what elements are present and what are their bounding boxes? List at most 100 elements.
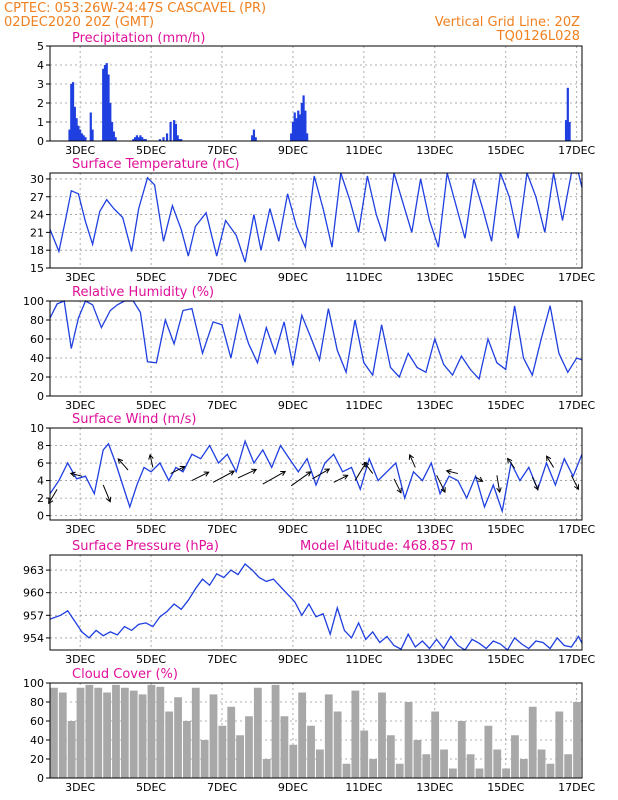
precip-bar — [176, 135, 179, 141]
cloud-bar — [129, 690, 138, 778]
wind-xtick-label: 9DEC — [278, 523, 308, 536]
cloud-bar — [573, 702, 581, 778]
wind-vector-head — [574, 484, 579, 491]
precip-bar — [180, 139, 183, 141]
wind-vector-head — [440, 487, 446, 494]
wind-vector-head — [496, 487, 502, 494]
wind-xtick-label: 13DEC — [416, 523, 453, 536]
rh-xtick-label: 3DEC — [65, 399, 95, 412]
cloud-title: Cloud Cover (%) — [72, 667, 178, 682]
cloud-bar — [191, 687, 200, 778]
wind-vector — [496, 475, 501, 493]
cloud-bar — [502, 768, 511, 778]
cloud-bar — [165, 711, 174, 778]
precip-bar — [290, 133, 293, 141]
cloud-ytick-label: 100 — [23, 677, 44, 690]
cloud-bar — [85, 684, 94, 778]
rh-title: Relative Humidity (%) — [72, 285, 214, 300]
wind-vector-head — [396, 487, 402, 494]
cloud-bar — [262, 759, 271, 778]
precip-bar — [306, 133, 309, 141]
temp-xtick-label: 13DEC — [416, 271, 453, 284]
cloud-panel: Cloud Cover (%) 3DEC 5DEC 7DEC 9DEC 11DEC 13DE… — [23, 667, 596, 794]
precip-xtick-label: 5DEC — [136, 144, 166, 157]
cloud-bar — [546, 763, 555, 778]
precip-bar — [564, 120, 568, 141]
precip-bar — [105, 63, 108, 141]
cloud-bar — [174, 697, 182, 778]
cloud-bar — [511, 735, 519, 778]
wind-vector — [149, 454, 154, 468]
cloud-bar — [537, 749, 546, 778]
wind-vector-head — [251, 468, 258, 474]
cloud-bar — [333, 711, 342, 778]
precip-ytick-label: 1 — [37, 116, 44, 129]
wind-vector — [436, 475, 446, 493]
cloud-bar — [76, 687, 85, 778]
temp-frame — [49, 172, 583, 269]
cloud-bar — [289, 744, 298, 778]
rh-xtick-label: 13DEC — [416, 399, 453, 412]
wind-vector-head — [445, 469, 452, 475]
precip-bar — [73, 106, 76, 141]
precip-bar — [251, 135, 254, 141]
cloud-bar — [50, 687, 58, 778]
cloud-ytick-label: 40 — [30, 734, 44, 747]
rh-xtick-label: 5DEC — [136, 399, 166, 412]
precip-xtick-label: 7DEC — [207, 144, 237, 157]
wind-xtick-label: 3DEC — [65, 523, 95, 536]
cloud-bar — [457, 721, 466, 778]
wind-vector-head — [546, 455, 552, 462]
cloud-bar — [103, 692, 112, 778]
cloud-bar — [378, 692, 386, 778]
wind-vector — [102, 484, 111, 502]
pressure-xtick-label: 15DEC — [487, 653, 524, 666]
cloud-xtick-label: 11DEC — [345, 781, 382, 794]
cloud-bar — [58, 692, 67, 778]
wind-xtick-label: 11DEC — [345, 523, 382, 536]
temp-xtick-label: 9DEC — [278, 271, 308, 284]
wind-vector — [312, 468, 330, 480]
precip-bar — [77, 125, 80, 141]
precip-bar — [137, 137, 140, 141]
cloud-ytick-label: 20 — [30, 753, 44, 766]
cloud-bar — [200, 740, 209, 778]
cloud-bar — [449, 768, 457, 778]
precip-bar — [568, 122, 571, 141]
cloud-bar — [94, 687, 103, 778]
temp-ytick-label: 27 — [30, 191, 44, 204]
temp-xtick-label: 15DEC — [487, 271, 524, 284]
precip-bar — [103, 65, 107, 141]
cloud-bar — [271, 684, 280, 778]
cloud-bar — [475, 768, 484, 778]
precip-bar — [174, 123, 178, 141]
precip-bar — [295, 118, 298, 141]
pressure-ytick-label: 954 — [23, 632, 44, 645]
precip-bar — [112, 131, 115, 141]
wind-vector — [212, 470, 235, 483]
cloud-xtick-label: 5DEC — [136, 781, 166, 794]
wind-vector — [262, 471, 286, 485]
pressure-frame — [49, 554, 583, 651]
pressure-ytick-label: 963 — [23, 564, 44, 577]
rh-ytick-label: 20 — [30, 371, 44, 384]
wind-vector-head — [105, 496, 112, 503]
header-run-time: 02DEC2020 20Z (GMT) — [4, 15, 154, 30]
wind-vector — [363, 462, 374, 474]
precip-bar — [304, 110, 307, 141]
cloud-bar — [236, 735, 245, 778]
temp-ytick-label: 24 — [30, 209, 44, 222]
precip-bar — [300, 103, 303, 141]
cloud-bar — [466, 754, 475, 778]
wind-title: Surface Wind (m/s) — [72, 412, 196, 427]
cloud-xtick-label: 3DEC — [65, 781, 95, 794]
precip-bar — [178, 139, 181, 141]
cloud-bar — [307, 725, 315, 778]
wind-vector-head — [280, 471, 287, 476]
cloud-bar — [245, 716, 253, 778]
cloud-bar — [147, 684, 156, 778]
pressure-ytick-label: 960 — [23, 587, 44, 600]
pressure-annotation: Model Altitude: 468.857 m — [300, 539, 473, 554]
wind-vector — [446, 470, 458, 475]
